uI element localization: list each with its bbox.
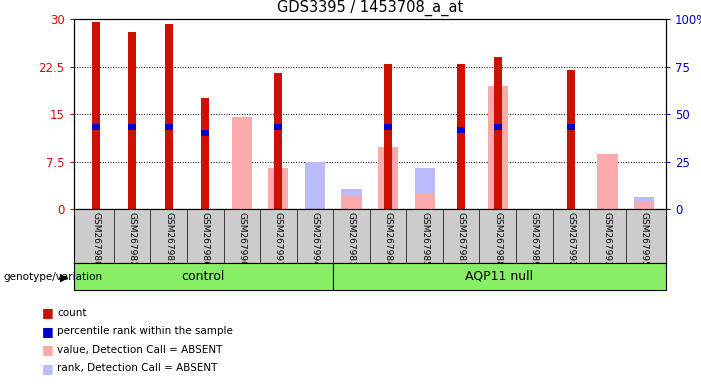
Text: rank, Detection Call = ABSENT: rank, Detection Call = ABSENT xyxy=(57,363,218,373)
Text: AQP11 null: AQP11 null xyxy=(465,270,533,283)
Title: GDS3395 / 1453708_a_at: GDS3395 / 1453708_a_at xyxy=(277,0,463,17)
Bar xyxy=(274,73,283,209)
Text: GSM267987: GSM267987 xyxy=(456,212,465,267)
Bar xyxy=(384,64,392,209)
Bar xyxy=(414,168,435,209)
Bar xyxy=(634,197,654,209)
Bar xyxy=(494,124,502,130)
Text: GSM267988: GSM267988 xyxy=(494,212,502,267)
Bar xyxy=(457,64,465,209)
Text: GSM267990: GSM267990 xyxy=(238,212,246,267)
Text: GSM267986: GSM267986 xyxy=(200,212,210,267)
Bar xyxy=(567,124,575,130)
Bar xyxy=(165,24,172,209)
Bar xyxy=(457,127,465,133)
Text: value, Detection Call = ABSENT: value, Detection Call = ABSENT xyxy=(57,345,223,355)
Bar xyxy=(165,124,172,130)
Bar xyxy=(201,130,210,136)
Bar xyxy=(597,154,618,209)
Bar xyxy=(128,124,136,130)
Bar xyxy=(274,124,283,130)
Bar xyxy=(414,194,435,209)
Text: genotype/variation: genotype/variation xyxy=(4,272,102,282)
Bar xyxy=(92,124,100,130)
Bar xyxy=(567,70,575,209)
Bar xyxy=(201,98,210,209)
Bar xyxy=(305,162,325,209)
Bar xyxy=(378,147,398,209)
Text: GSM267984: GSM267984 xyxy=(383,212,393,267)
Text: GSM267989: GSM267989 xyxy=(530,212,539,267)
Text: GSM267991: GSM267991 xyxy=(274,212,283,267)
Bar xyxy=(232,118,252,209)
Text: ■: ■ xyxy=(42,362,54,375)
Text: GSM267994: GSM267994 xyxy=(311,212,320,267)
Text: count: count xyxy=(57,308,87,318)
Bar xyxy=(128,32,136,209)
Text: GSM267981: GSM267981 xyxy=(347,212,356,267)
Bar xyxy=(341,195,362,209)
Bar xyxy=(333,263,666,290)
Text: GSM267983: GSM267983 xyxy=(164,212,173,267)
Text: ■: ■ xyxy=(42,325,54,338)
Bar xyxy=(494,57,502,209)
Text: control: control xyxy=(182,270,225,283)
Text: GSM267992: GSM267992 xyxy=(566,212,576,267)
Text: GSM267982: GSM267982 xyxy=(128,212,137,267)
Text: GSM267995: GSM267995 xyxy=(639,212,648,267)
Text: GSM267980: GSM267980 xyxy=(91,212,100,267)
Bar xyxy=(384,124,392,130)
Bar xyxy=(341,189,362,209)
Text: percentile rank within the sample: percentile rank within the sample xyxy=(57,326,233,336)
Bar xyxy=(268,181,288,209)
Bar xyxy=(634,202,654,209)
Text: ▶: ▶ xyxy=(60,272,69,282)
Bar xyxy=(92,22,100,209)
Bar xyxy=(488,86,508,209)
Text: GSM267985: GSM267985 xyxy=(420,212,429,267)
Bar xyxy=(74,263,333,290)
Text: GSM267993: GSM267993 xyxy=(603,212,612,267)
Text: ■: ■ xyxy=(42,343,54,356)
Bar xyxy=(268,168,288,209)
Bar xyxy=(232,156,252,209)
Text: ■: ■ xyxy=(42,306,54,319)
